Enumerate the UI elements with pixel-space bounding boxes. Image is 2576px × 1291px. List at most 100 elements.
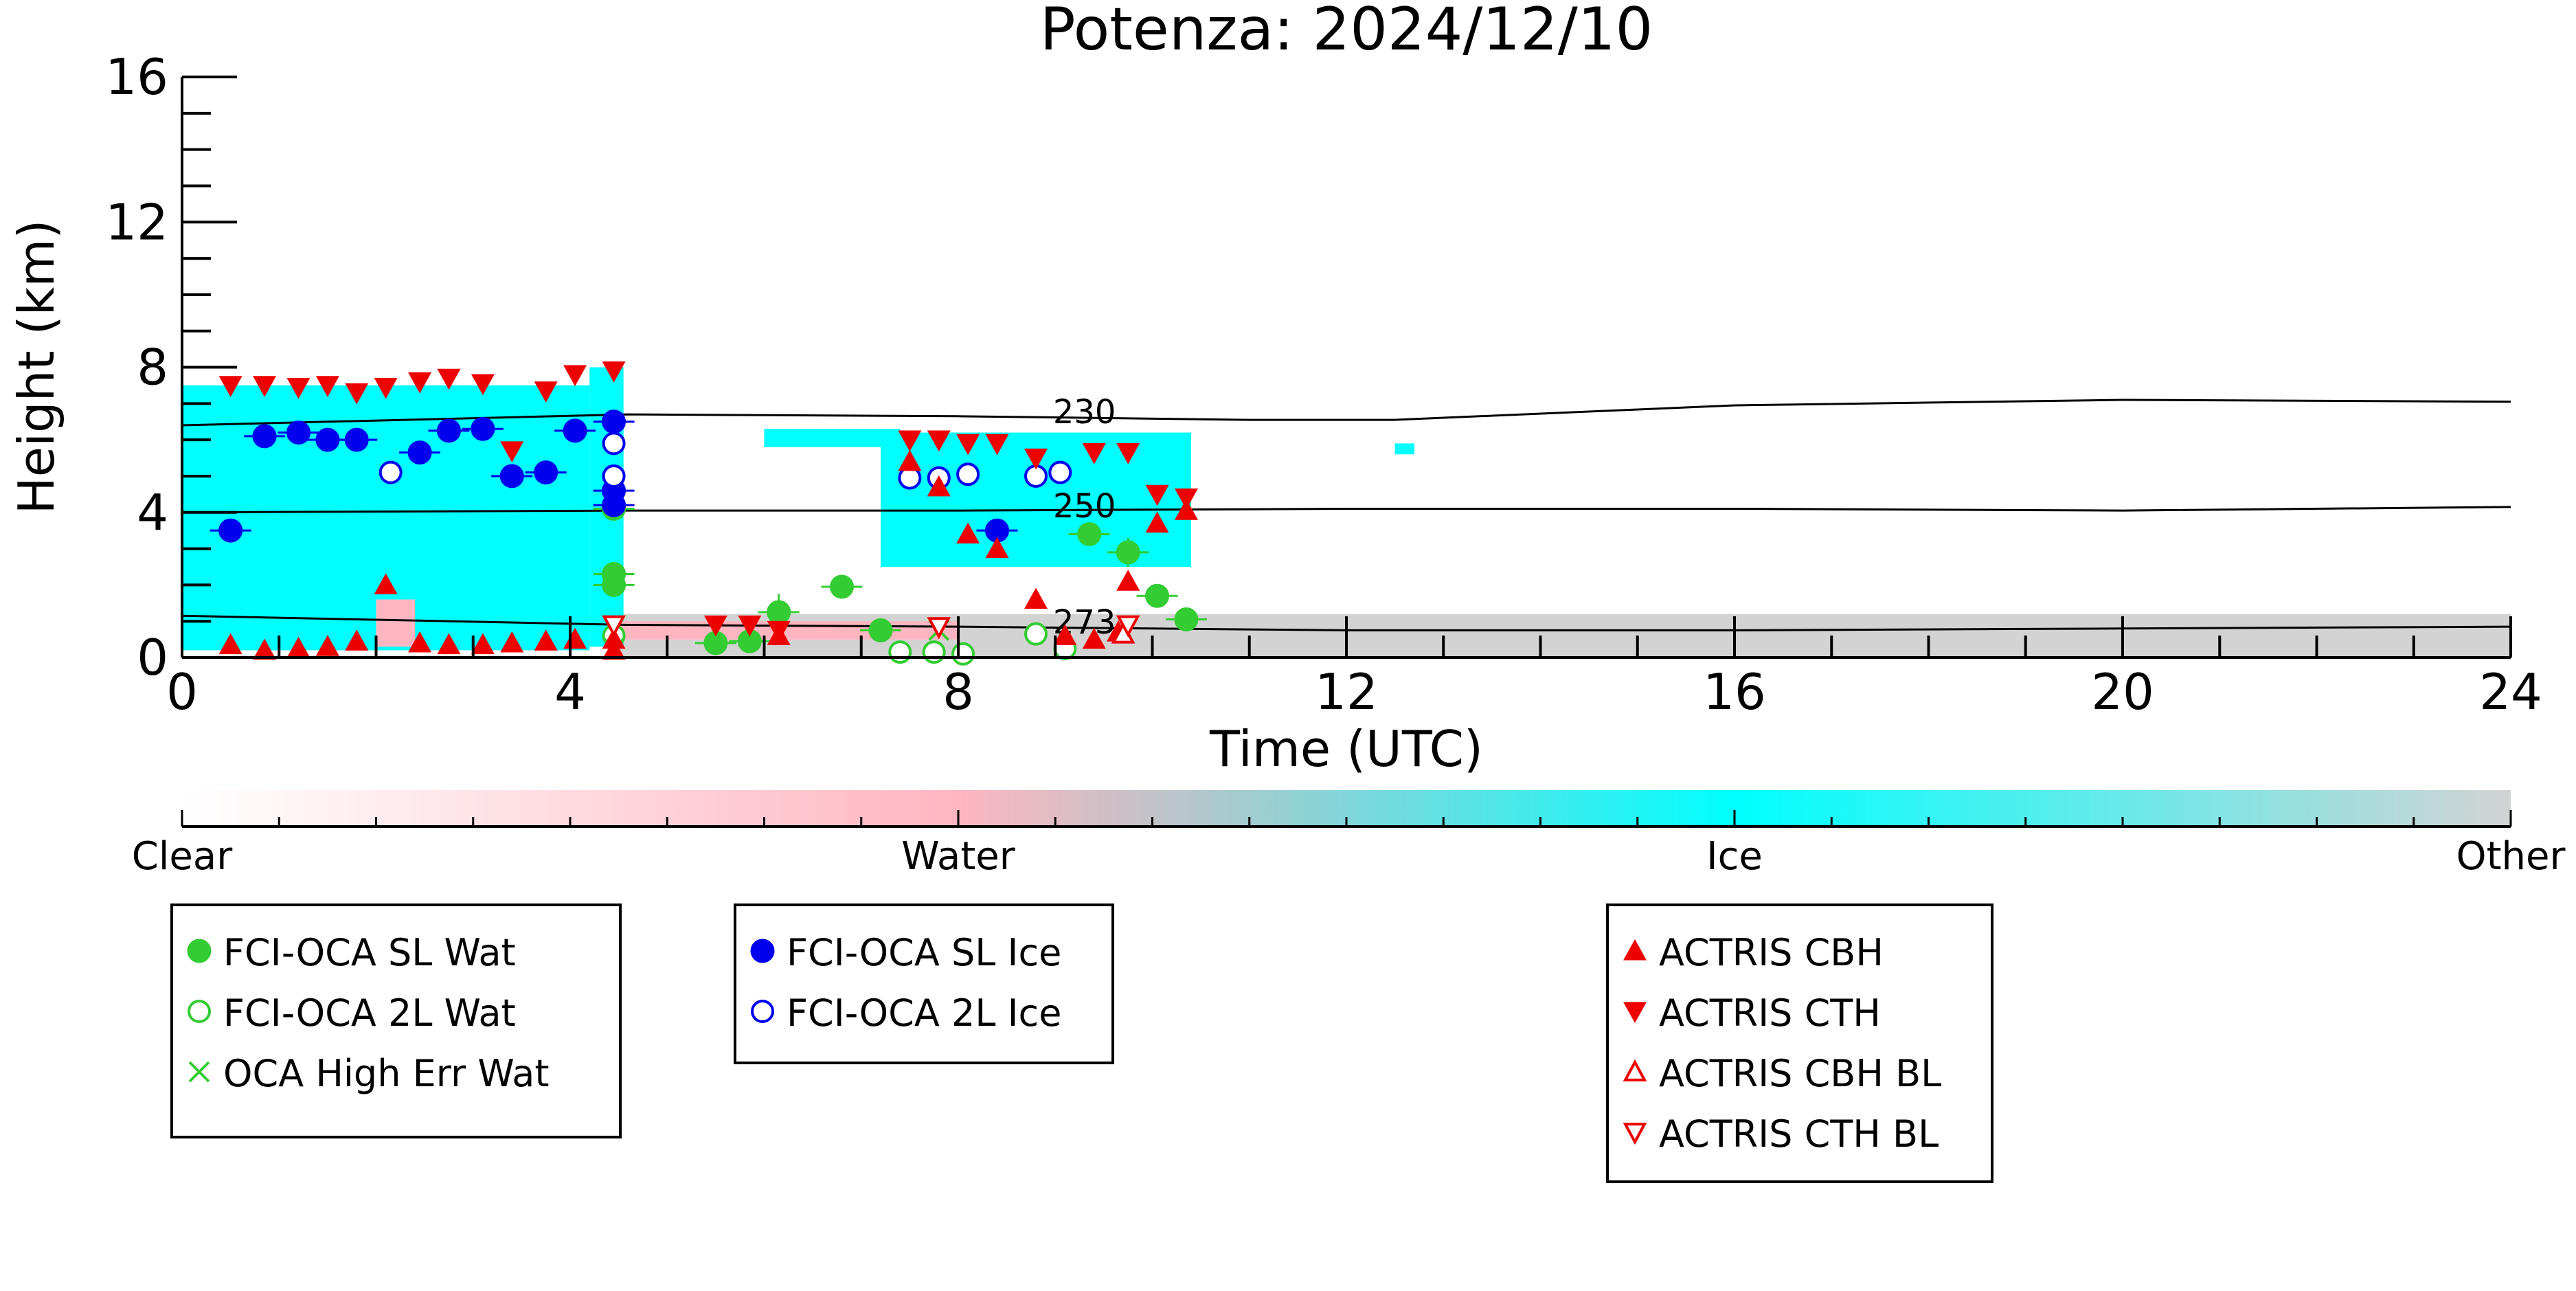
point-fci-oca-sl-wat [1116,540,1140,565]
point-fci-oca-2l-ice [602,464,626,488]
point-actris-cth [1116,443,1140,464]
point-fci-oca-sl-wat [1174,607,1199,632]
cloud-mask-layer [182,367,2511,658]
point-actris-cth [315,376,339,397]
colorbar: Clear Water Ice Other [132,790,2566,879]
x-tick-label: 20 [2091,663,2154,721]
mask-water-region [376,599,415,647]
point-actris-cth-bl [927,617,951,640]
legend-label: ACTRIS CBH [1659,931,1884,974]
point-actris-cbh [471,633,495,655]
point-fci-oca-sl-ice [344,427,369,452]
point-actris-cbh [1082,627,1106,649]
point-actris-cbh [1024,587,1048,609]
point-fci-oca-2l-ice [956,462,980,486]
legend-label: FCI-OCA 2L Ice [787,991,1061,1035]
point-actris-cth [534,381,558,403]
point-actris-cbh [345,629,369,651]
isotherm-label: 250 [1053,487,1116,526]
x-tick-label: 8 [942,663,974,721]
point-actris-cbh [286,636,310,658]
point-fci-oca-sl-wat [1145,583,1170,608]
point-fci-oca-sl-ice [218,518,243,543]
x-tick-label: 12 [1315,663,1378,721]
colorbar-tick-label: Clear [132,834,233,879]
point-actris-cth [286,377,310,399]
point-actris-cth [437,368,461,390]
point-actris-cth [602,361,626,383]
y-tick-label: 0 [137,629,168,686]
point-actris-cbh [315,635,339,656]
x-tick-label: 0 [166,663,198,721]
point-actris-cbh [253,638,277,660]
point-fci-oca-2l-ice [379,460,403,484]
point-actris-cth [703,615,727,637]
legend-label: OCA High Err Wat [223,1052,550,1095]
y-tick-label: 8 [137,339,168,396]
legend-label: FCI-OCA 2L Wat [223,991,516,1035]
legend-box [1606,903,1993,1183]
legend-label: ACTRIS CTH [1659,991,1881,1035]
point-actris-cth [1145,484,1169,506]
point-actris-cbh [408,631,432,653]
point-actris-cth [345,383,369,405]
x-axis-label: Time (UTC) [1209,720,1483,778]
legend-marker [751,1000,774,1023]
point-actris-cbh [1116,570,1140,591]
point-fci-oca-sl-ice [407,440,432,465]
point-actris-cbh [1145,511,1169,533]
legend-marker [188,1000,211,1023]
point-fci-oca-sl-ice [436,418,461,443]
point-fci-oca-2l-wat [1024,622,1048,646]
point-actris-cth [985,434,1009,456]
legend-marker [187,939,212,963]
point-actris-cth [500,441,524,462]
point-actris-cbh [602,627,626,649]
point-fci-oca-sl-wat [868,618,893,642]
point-fci-oca-2l-ice [1048,460,1072,484]
legend-marker [1623,1123,1647,1145]
x-tick-label: 24 [2479,663,2542,721]
y-tick-label: 16 [105,48,168,106]
point-actris-cth [374,377,398,399]
x-tick-label: 4 [554,663,586,721]
point-fci-oca-2l-wat [888,640,912,664]
point-actris-cbh [1053,624,1077,645]
legend-label: FCI-OCA SL Ice [787,931,1061,974]
legend-marker [1623,1059,1647,1081]
legend-label: FCI-OCA SL Wat [223,931,516,974]
legend-marker [1623,939,1647,961]
point-actris-cbh [374,573,398,594]
legend-box [170,903,622,1138]
legend-marker [1623,1002,1647,1023]
point-actris-cbh [437,633,461,655]
point-actris-cbh [500,631,524,653]
mask-ice-region [1394,443,1414,455]
legend-layer: FCI-OCA SL Wat FCI-OCA 2L Wat OCA High Err… [170,903,1993,1183]
point-fci-oca-sl-ice [252,424,277,449]
point-fci-oca-sl-ice [563,418,587,443]
point-fci-oca-sl-ice [602,493,626,517]
point-actris-cth [563,365,587,387]
marks-layer [210,361,1207,666]
point-actris-cbh [898,449,922,471]
isotherm-line [181,398,2511,427]
point-fci-oca-sl-wat [767,600,791,625]
point-fci-oca-sl-ice [286,420,310,445]
legend-box [734,903,1114,1064]
x-tick-label: 16 [1703,663,1766,721]
legend-label: ACTRIS CTH BL [1659,1112,1939,1156]
point-fci-oca-2l-ice [602,431,626,456]
point-fci-oca-sl-ice [471,416,495,441]
point-fci-oca-sl-wat [830,574,854,599]
legend-label: ACTRIS CBH BL [1659,1052,1941,1095]
point-actris-cth [927,430,951,452]
point-actris-cth [253,376,277,397]
point-actris-cth [956,434,980,456]
legend-marker [188,1061,210,1083]
point-actris-cbh [927,475,951,497]
point-actris-cbh [534,629,558,651]
point-fci-oca-sl-ice [602,409,626,434]
